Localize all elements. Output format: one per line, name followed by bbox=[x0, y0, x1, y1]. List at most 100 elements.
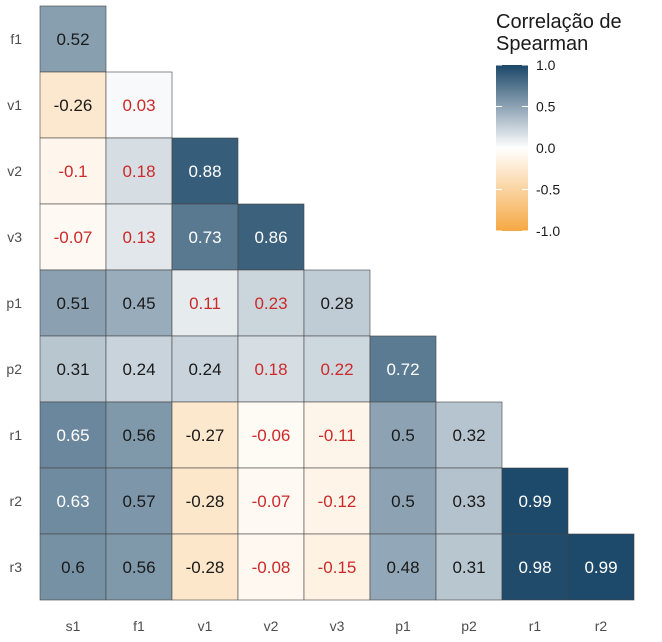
y-tick-f1: f1 bbox=[10, 31, 22, 47]
cell-label-f1-v1: 0.03 bbox=[122, 96, 155, 115]
cell-v1-p1 bbox=[171, 269, 239, 337]
cell-label-v3-r3: -0.15 bbox=[318, 558, 357, 577]
x-tick-f1: f1 bbox=[133, 618, 145, 634]
legend-tick-label: 0.5 bbox=[536, 99, 556, 115]
cell-label-f1-r3: 0.56 bbox=[122, 558, 155, 577]
cell-label-s1-r1: 0.65 bbox=[56, 426, 89, 445]
legend-tick-label: 0.0 bbox=[536, 140, 556, 156]
cell-label-v3-p1: 0.28 bbox=[320, 294, 353, 313]
cell-label-v3-p2: 0.22 bbox=[320, 360, 353, 379]
cell-label-p2-r2: 0.33 bbox=[452, 492, 485, 511]
cell-v1-r2 bbox=[171, 467, 239, 535]
cell-v3-p1 bbox=[303, 269, 371, 337]
x-tick-r1: r1 bbox=[529, 618, 542, 634]
legend-title-line-1: Correlação de bbox=[496, 11, 622, 33]
cell-f1-v3 bbox=[105, 203, 173, 271]
cell-label-s1-v2: -0.1 bbox=[58, 162, 87, 181]
cell-label-f1-r2: 0.57 bbox=[122, 492, 155, 511]
cell-p1-r3 bbox=[369, 533, 437, 601]
cell-label-r1-r3: 0.98 bbox=[518, 558, 551, 577]
cell-label-v2-r1: -0.06 bbox=[252, 426, 291, 445]
cell-v2-r1 bbox=[237, 401, 305, 469]
y-tick-r3: r3 bbox=[10, 559, 23, 575]
cell-f1-r1 bbox=[105, 401, 173, 469]
x-tick-v1: v1 bbox=[198, 618, 213, 634]
legend-title-line-2: Spearman bbox=[496, 33, 588, 55]
cell-label-s1-v1: -0.26 bbox=[54, 96, 93, 115]
y-tick-r1: r1 bbox=[10, 427, 23, 443]
cell-label-p2-r1: 0.32 bbox=[452, 426, 485, 445]
cell-label-v2-p2: 0.18 bbox=[254, 360, 287, 379]
cell-label-s1-r3: 0.6 bbox=[61, 558, 85, 577]
cell-label-p2-r3: 0.31 bbox=[452, 558, 485, 577]
cell-label-v3-r2: -0.12 bbox=[318, 492, 357, 511]
cell-f1-v2 bbox=[105, 137, 173, 205]
cell-v1-v2 bbox=[171, 137, 239, 205]
cell-label-f1-r1: 0.56 bbox=[122, 426, 155, 445]
cell-label-f1-v3: 0.13 bbox=[122, 228, 155, 247]
cell-v2-v3 bbox=[237, 203, 305, 271]
cell-s1-f1 bbox=[39, 5, 107, 73]
cell-label-f1-v2: 0.18 bbox=[122, 162, 155, 181]
cell-label-v1-v2: 0.88 bbox=[188, 162, 221, 181]
heatmap-cells: 0.52 -0.26 0.03 -0.1 0.18 0.88 -0.07 0.13 0.73 0.… bbox=[39, 5, 635, 601]
cell-p2-r1 bbox=[435, 401, 503, 469]
cell-v2-p2 bbox=[237, 335, 305, 403]
cell-f1-r3 bbox=[105, 533, 173, 601]
x-tick-s1: s1 bbox=[66, 618, 81, 634]
y-tick-v3: v3 bbox=[7, 229, 22, 245]
cell-label-v1-r2: -0.28 bbox=[186, 492, 225, 511]
cell-p1-p2 bbox=[369, 335, 437, 403]
cell-label-v2-p1: 0.23 bbox=[254, 294, 287, 313]
cell-v3-r3 bbox=[303, 533, 371, 601]
cell-label-v3-r1: -0.11 bbox=[318, 426, 356, 445]
cell-p2-r2 bbox=[435, 467, 503, 535]
cell-label-v2-v3: 0.86 bbox=[254, 228, 287, 247]
y-tick-v1: v1 bbox=[7, 97, 22, 113]
cell-label-v1-r1: -0.27 bbox=[186, 426, 225, 445]
cell-label-s1-v3: -0.07 bbox=[54, 228, 93, 247]
y-tick-r2: r2 bbox=[10, 493, 23, 509]
cell-label-f1-p1: 0.45 bbox=[122, 294, 155, 313]
legend-tick-label: 1.0 bbox=[536, 57, 556, 73]
x-tick-r2: r2 bbox=[595, 618, 608, 634]
cell-s1-r3 bbox=[39, 533, 107, 601]
cell-label-s1-f1: 0.52 bbox=[56, 30, 89, 49]
cell-label-v1-p2: 0.24 bbox=[188, 360, 221, 379]
cell-s1-p2 bbox=[39, 335, 107, 403]
legend-tick-label: -0.5 bbox=[536, 182, 560, 198]
cell-s1-r2 bbox=[39, 467, 107, 535]
cell-label-v2-r3: -0.08 bbox=[252, 558, 291, 577]
cell-label-v1-r3: -0.28 bbox=[186, 558, 225, 577]
cell-f1-p2 bbox=[105, 335, 173, 403]
legend-tick-label: -1.0 bbox=[536, 223, 560, 239]
cell-p2-r3 bbox=[435, 533, 503, 601]
cell-s1-v1 bbox=[39, 71, 107, 139]
cell-label-r2-r3: 0.99 bbox=[584, 558, 617, 577]
cell-label-p1-r3: 0.48 bbox=[386, 558, 419, 577]
cell-label-p1-r2: 0.5 bbox=[391, 492, 415, 511]
cell-v2-r3 bbox=[237, 533, 305, 601]
cell-label-s1-r2: 0.63 bbox=[56, 492, 89, 511]
y-tick-v2: v2 bbox=[7, 163, 22, 179]
cell-label-s1-p1: 0.51 bbox=[56, 294, 89, 313]
x-tick-p1: p1 bbox=[395, 618, 411, 634]
y-tick-p2: p2 bbox=[6, 361, 22, 377]
cell-v1-p2 bbox=[171, 335, 239, 403]
cell-label-r1-r2: 0.99 bbox=[518, 492, 551, 511]
x-tick-v3: v3 bbox=[330, 618, 345, 634]
x-tick-p2: p2 bbox=[461, 618, 477, 634]
cell-s1-r1 bbox=[39, 401, 107, 469]
cell-label-v1-p1: 0.11 bbox=[189, 294, 221, 313]
cell-label-p1-r1: 0.5 bbox=[391, 426, 415, 445]
cell-v1-r3 bbox=[171, 533, 239, 601]
cell-label-v1-v3: 0.73 bbox=[188, 228, 221, 247]
cell-r2-r3 bbox=[567, 533, 635, 601]
y-tick-p1: p1 bbox=[6, 295, 22, 311]
x-tick-v2: v2 bbox=[264, 618, 279, 634]
cell-f1-p1 bbox=[105, 269, 173, 337]
cell-f1-v1 bbox=[105, 71, 173, 139]
cell-v2-p1 bbox=[237, 269, 305, 337]
